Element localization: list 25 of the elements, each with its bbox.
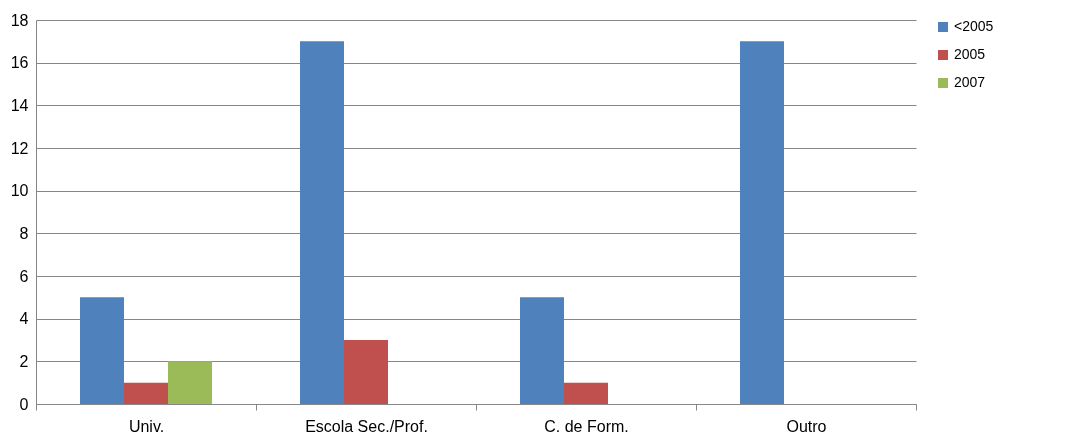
legend-label: 2005 <box>954 46 986 62</box>
bar <box>344 340 388 404</box>
x-tick-label: Univ. <box>128 417 165 435</box>
y-tick-label: 18 <box>10 11 29 29</box>
bar <box>564 382 608 404</box>
bar <box>740 41 784 404</box>
bar <box>168 361 212 404</box>
y-tick-label: 8 <box>19 224 29 242</box>
y-tick-label: 10 <box>10 182 29 200</box>
y-tick-label: 14 <box>10 96 29 114</box>
x-tick-label: Escola Sec./Prof. <box>305 417 428 435</box>
legend-label: 2007 <box>954 74 986 90</box>
bar <box>80 297 124 404</box>
y-tick-label: 4 <box>19 310 29 328</box>
y-tick-label: 12 <box>10 139 29 157</box>
x-tick-label: Outro <box>786 417 827 435</box>
x-tick-label: C. de Form. <box>544 417 629 435</box>
legend-label: <2005 <box>954 18 994 34</box>
bar <box>300 41 344 404</box>
y-tick-label: 16 <box>10 54 29 72</box>
y-tick-label: 2 <box>19 352 29 370</box>
bar <box>124 382 168 404</box>
bar <box>520 297 564 404</box>
y-tick-label: 6 <box>19 267 29 285</box>
y-tick-label: 0 <box>19 395 29 413</box>
